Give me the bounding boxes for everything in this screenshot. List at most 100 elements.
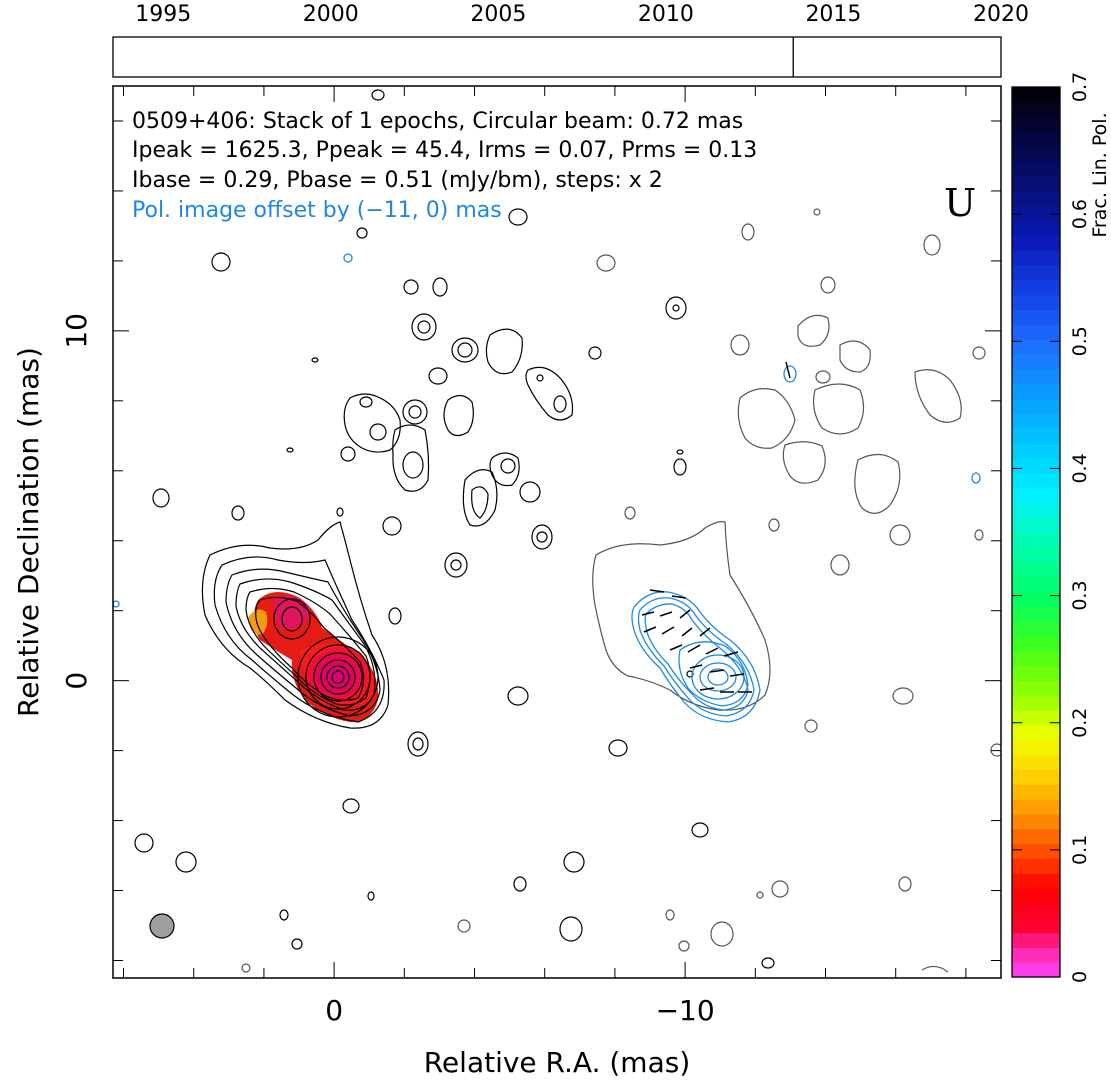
noise-contour [507,686,529,706]
x-tick-label: −10 [656,994,715,1027]
noise-contour [340,446,356,462]
noise-contour-grey [815,370,831,384]
colorbar-ticks: 0 0.1 0.2 0.3 0.4 0.5 0.6 0.7 [1012,72,1091,983]
colorbar-swatch [1012,710,1060,726]
noise-contour [672,304,680,312]
restoring-beam [149,913,175,939]
noise-contour [356,227,368,239]
colorbar-swatch [1012,902,1060,919]
noise-contour [457,342,473,358]
noise-contour [359,396,373,408]
colorbar-swatch [1012,428,1060,444]
noise-contour [432,277,448,297]
colorbar-tick-label: 0 [1069,971,1091,983]
evpa-stick [687,644,701,653]
noise-contour [559,916,583,942]
noise-contour-grey [741,223,755,241]
colorbar-swatch [1012,220,1060,236]
fpol-region-magenta-knot [273,595,312,630]
noise-contour-grey [812,383,865,435]
colorbar-tick-label: 0.2 [1069,708,1091,738]
noise-contour-grey [854,453,901,514]
colorbar-tick-label: 0.4 [1069,453,1091,483]
noise-contour-grey [771,880,789,898]
contour-level-6 [255,596,365,701]
contour-level-4 [235,578,376,711]
colorbar-swatch [1012,799,1060,815]
y-tick-label: 10 [60,313,93,349]
noise-contour [665,296,687,320]
plot-frame [112,85,1002,979]
contour-level-1 [201,521,390,729]
evpa-stick [643,626,657,633]
noise-contour [536,374,544,382]
timeline-frame [112,36,1002,78]
colorbar-frame [1011,86,1061,978]
x-axis-label: Relative R.A. (mas) [424,1046,691,1079]
colorbar-swatch [1012,502,1060,518]
noise-contour [691,822,709,838]
evpa-stick [679,609,691,619]
noise-contour [563,851,585,873]
colorbar-swatch [1012,784,1060,800]
colorbar-swatch [1012,324,1060,340]
colorbar-swatch [1012,457,1060,474]
band-label: U [944,181,976,225]
colorbar-swatch [1012,917,1060,934]
noise-contour-grey [830,554,850,576]
noise-contour [489,452,520,487]
evpa-stick [723,651,739,657]
noise-contour [152,488,170,508]
timeline-tick-labels: 1995 2000 2005 2010 2015 2020 [135,2,1029,27]
noise-contour [388,607,402,625]
pol-contour-2 [637,597,755,717]
colorbar-swatch [1012,176,1060,192]
noise-contour-grey [624,506,636,520]
core-contour-c [313,652,363,702]
colorbar-swatch [1012,724,1060,741]
colorbar-swatch [1012,294,1060,311]
noise-contour [411,313,437,341]
timeline-tick-label: 2015 [805,2,861,27]
evpa-sticks [641,361,791,693]
colorbar-swatch [1012,279,1060,296]
noise-contour [417,320,431,334]
colorbar-swatch [1012,235,1060,251]
noise-contour-grey [756,891,764,899]
noise-contour [525,366,574,421]
noise-contour-grey [892,687,914,705]
colorbar-tick-label: 0.7 [1069,72,1091,102]
core-contour-d [320,659,356,695]
noise-contour-grey [737,388,796,449]
pol-contour-7 [707,668,729,686]
noise-contour [311,357,319,363]
noise-contour [392,424,430,492]
noise-contour [462,469,498,527]
colorbar-swatch [1012,858,1060,874]
noise-contour [536,531,548,543]
noise-contour-grey [839,340,871,373]
evpa-stick [681,627,693,637]
pol-noise-contour [113,600,120,608]
contour-level-3 [225,568,381,717]
info-line-3: Ibase = 0.29, Pbase = 0.51 (mJy/bm), ste… [132,168,663,193]
colorbar-swatch [1012,205,1060,222]
noise-contour [402,399,428,425]
colorbar-swatch [1012,413,1060,429]
timeline-tick-label: 2010 [638,2,694,27]
noise-contour [382,516,402,536]
noise-contour-grey [241,963,251,973]
evpa-stick [699,627,711,637]
noise-contour-grey [768,518,780,532]
noise-contour-grey [972,346,986,360]
noise-contour [513,876,527,892]
colorbar-swatch [1012,265,1060,281]
noise-contour-grey [665,909,675,921]
noise-contour-grey [923,234,941,256]
jet-knot-contour-outer [273,598,311,640]
colorbar-swatch [1012,828,1060,845]
evpa-stick [671,595,687,599]
noise-contour [471,486,489,519]
colorbar-swatch [1012,635,1060,652]
noise-contour-grey [914,369,962,423]
